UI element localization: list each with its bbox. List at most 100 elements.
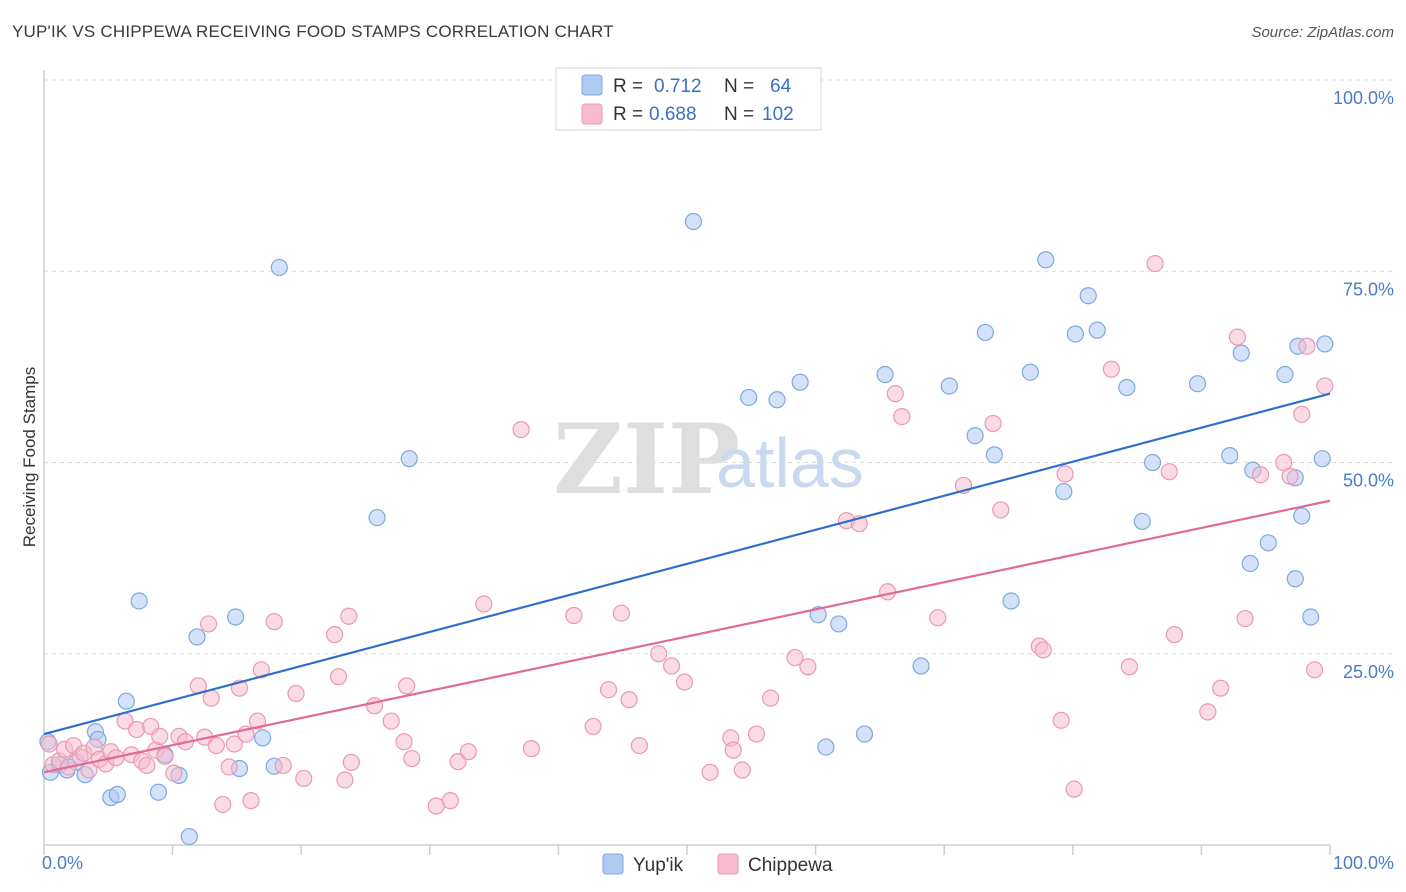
yupik-point-61	[1316, 335, 1334, 353]
chippewa-point-80	[886, 385, 904, 403]
chippewa-point-93	[1146, 255, 1164, 273]
chippewa-point-59	[522, 740, 540, 758]
yupik-point-44	[1088, 321, 1106, 339]
legend-bottom-yupik-swatch	[602, 853, 624, 875]
chippewa-point-41	[287, 684, 305, 703]
yupik-point-60	[1313, 450, 1331, 468]
chippewa-point-81	[893, 408, 911, 426]
chippewa-point-0	[40, 735, 58, 753]
chippewa-point-66	[650, 645, 668, 663]
chippewa-point-68	[675, 673, 694, 691]
legend-chippewa-r-label: R =	[613, 104, 643, 125]
yupik-point-56	[1286, 570, 1304, 588]
chippewa-point-40	[274, 756, 292, 775]
chippewa-point-37	[248, 712, 267, 730]
chippewa-point-73	[747, 725, 766, 743]
watermark-zip: ZIP	[553, 403, 740, 516]
chippewa-point-94	[1160, 463, 1178, 481]
chippewa-point-54	[441, 792, 459, 810]
chippewa-point-44	[329, 668, 348, 686]
chippewa-point-22	[156, 747, 174, 765]
chippewa-point-97	[1212, 679, 1230, 697]
yupik-point-29	[817, 738, 835, 756]
y-tick-label-75: 75.0%	[1343, 279, 1394, 299]
yupik-point-33	[912, 657, 930, 675]
chippewa-point-106	[1316, 377, 1334, 395]
yupik-point-47	[1143, 453, 1162, 472]
watermark: ZIP atlas	[553, 403, 864, 516]
chippewa-point-67	[662, 657, 681, 675]
legend-top: R = 0.712 N = 64 R = 0.688 N = 102	[555, 67, 822, 131]
chippewa-point-89	[1056, 465, 1074, 483]
yupik-point-15	[180, 827, 198, 846]
chippewa-point-29	[202, 689, 220, 707]
chippewa-point-46	[340, 607, 358, 625]
chippewa-point-63	[612, 604, 631, 622]
chippewa-point-69	[701, 763, 719, 781]
yupik-point-45	[1118, 378, 1136, 397]
yupik-point-31	[855, 725, 874, 743]
chippewa-point-28	[200, 615, 218, 633]
chippewa-point-64	[620, 691, 638, 709]
yupik-point-30	[830, 615, 848, 633]
yupik-point-25	[740, 388, 758, 407]
yupik-point-51	[1241, 554, 1259, 573]
chippewa-point-79	[879, 583, 897, 601]
yupik-point-54	[1276, 365, 1294, 384]
yupik-point-37	[985, 446, 1003, 464]
yupik-point-46	[1133, 512, 1151, 531]
yupik-point-12	[149, 783, 168, 801]
yupik-point-50	[1232, 344, 1250, 362]
chippewa-point-103	[1293, 405, 1311, 423]
chippewa-point-47	[342, 753, 360, 771]
chippewa-point-49	[382, 712, 400, 730]
legend-bottom-yupik-label: Yup'ik	[633, 855, 684, 876]
chippewa-point-57	[475, 595, 493, 613]
yupik-point-53	[1259, 534, 1277, 552]
legend-yupik-r-value: 0.712	[654, 76, 702, 97]
grid-lines	[44, 79, 1394, 655]
chippewa-point-72	[733, 761, 751, 779]
chippewa-point-62	[599, 681, 618, 699]
chippewa-point-98	[1228, 328, 1247, 346]
legend-yupik-r-label: R =	[613, 76, 643, 97]
y-tick-label-50: 50.0%	[1343, 471, 1394, 491]
chippewa-point-91	[1102, 360, 1120, 378]
yupik-point-27	[791, 373, 809, 391]
yupik-point-23	[400, 450, 418, 468]
chippewa-point-88	[1052, 711, 1070, 729]
chippewa-point-43	[326, 626, 344, 644]
axes: 0.0% 100.0% Receiving Food Stamps	[20, 70, 1394, 873]
yupik-point-49	[1221, 447, 1239, 465]
legend-bottom: Yup'ik Chippewa	[602, 853, 833, 876]
yupik-point-9	[108, 785, 126, 804]
legend-chippewa-n-value: 102	[762, 104, 794, 125]
yupik-point-42	[1066, 325, 1084, 343]
chippewa-point-105	[1305, 661, 1324, 679]
yupik-point-38	[1002, 592, 1020, 610]
yupik-point-10	[117, 692, 135, 710]
legend-yupik-swatch	[581, 74, 603, 96]
yupik-trend-line	[43, 392, 1331, 736]
y-tick-label-25: 25.0%	[1343, 662, 1394, 682]
yupik-point-39	[1021, 363, 1039, 381]
yupik-point-26	[768, 391, 786, 409]
y-axis-title: Receiving Food Stamps	[20, 367, 39, 547]
yupik-point-41	[1055, 482, 1073, 501]
x-tick-label-100: 100.0%	[1333, 853, 1394, 873]
chippewa-point-60	[565, 606, 583, 625]
yupik-point-40	[1037, 251, 1055, 269]
legend-chippewa-r-value: 0.688	[649, 104, 697, 125]
chippewa-point-90	[1065, 780, 1083, 798]
chippewa-point-65	[630, 736, 649, 755]
scatter-points	[39, 212, 1334, 846]
legend-yupik-n-value: 64	[770, 76, 792, 97]
chippewa-point-33	[225, 735, 243, 753]
chippewa-point-45	[336, 771, 354, 789]
chippewa-point-85	[992, 501, 1010, 519]
chippewa-point-52	[403, 749, 421, 768]
yupik-point-22	[368, 508, 386, 527]
x-tick-label-0: 0.0%	[42, 853, 83, 873]
yupik-point-59	[1302, 608, 1320, 626]
